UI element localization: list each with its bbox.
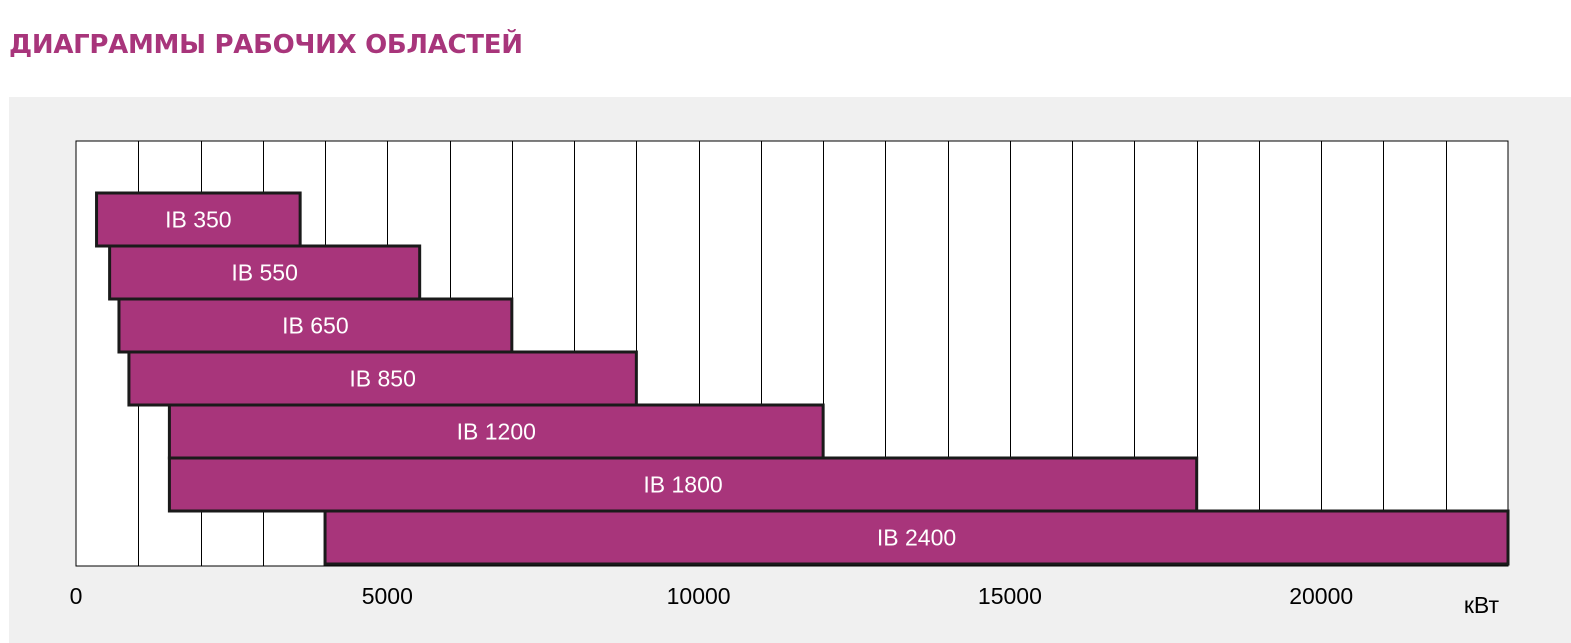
bar-label: IB 1800 bbox=[643, 472, 722, 498]
operating-range-chart: IB 350 IB 550 IB 650 IB 850 IB 1200 IB 1800 IB… bbox=[70, 140, 1510, 618]
x-tick-label: 5000 bbox=[362, 583, 413, 609]
x-axis: 0 5000 10000 15000 20000 кВт bbox=[70, 583, 1500, 618]
x-tick-label: 10000 bbox=[667, 583, 731, 609]
bar-label: IB 850 bbox=[349, 366, 416, 392]
range-bar bbox=[167, 456, 1199, 513]
bar-label: IB 650 bbox=[282, 313, 349, 339]
bar-label: IB 350 bbox=[165, 207, 232, 233]
x-axis-unit-label: кВт bbox=[1464, 592, 1500, 618]
range-bar bbox=[127, 350, 638, 407]
bar-label: IB 1200 bbox=[457, 419, 536, 445]
x-tick-label: 15000 bbox=[978, 583, 1042, 609]
range-bar bbox=[323, 509, 1510, 566]
range-bars: IB 350 IB 550 IB 650 IB 850 IB 1200 IB 1800 IB… bbox=[95, 191, 1510, 566]
x-tick-label: 20000 bbox=[1289, 583, 1353, 609]
x-tick-label: 0 bbox=[70, 583, 83, 609]
chart-panel: IB 350 IB 550 IB 650 IB 850 IB 1200 IB 1800 IB… bbox=[9, 97, 1571, 643]
page-title: ДИАГРАММЫ РАБОЧИХ ОБЛАСТЕЙ bbox=[9, 30, 523, 60]
bar-label: IB 550 bbox=[231, 260, 298, 286]
bar-label: IB 2400 bbox=[877, 525, 956, 551]
